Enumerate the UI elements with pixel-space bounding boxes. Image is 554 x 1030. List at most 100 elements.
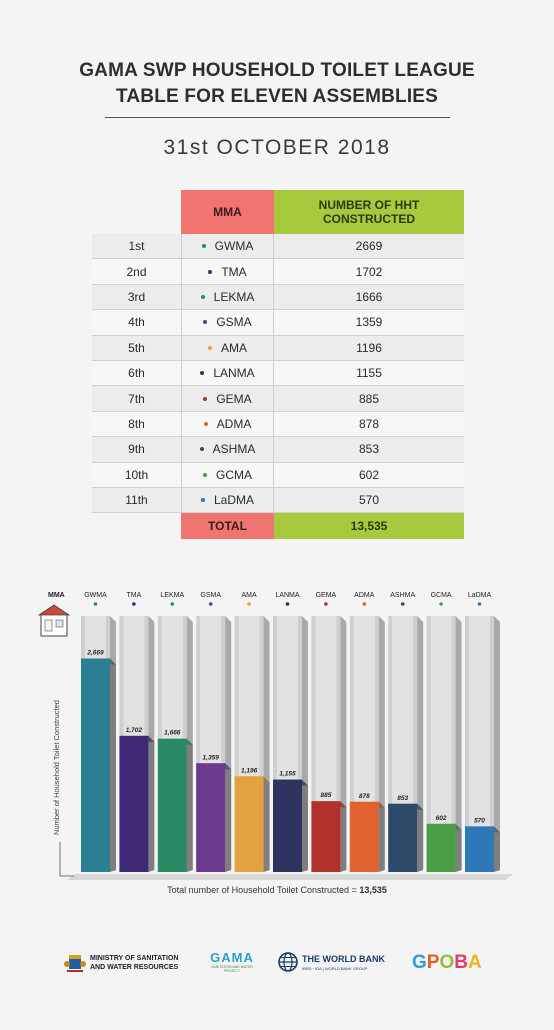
- bar-top: [273, 779, 308, 786]
- mma-color-dot: [203, 320, 208, 325]
- world-bank-logo: THE WORLD BANK IBRD · IDA | WORLD BANK G…: [302, 954, 385, 974]
- mma-cell: GCMA: [181, 462, 274, 487]
- bar-value-label: 1,702: [126, 727, 143, 734]
- bar-background-side: [494, 616, 500, 872]
- value-cell: 1702: [355, 264, 383, 279]
- bar-side: [417, 803, 424, 872]
- bar-side: [455, 823, 462, 872]
- bar: [273, 779, 302, 872]
- x-tick-label: TMA: [127, 592, 142, 599]
- mma-name: ASHMA: [212, 442, 256, 457]
- table-row: 6th LANMA 1155: [92, 360, 464, 387]
- mma-cell: GWMA: [181, 234, 274, 259]
- mma-cell: TMA: [181, 259, 274, 284]
- mma-cell: GEMA: [181, 386, 274, 411]
- mma-cell: LEKMA: [181, 284, 274, 310]
- table-row: 1st GWMA 2669: [92, 234, 464, 260]
- x-tick-label: GWMA: [84, 592, 107, 599]
- category-color-dot: [170, 602, 175, 606]
- caption-text: Total number of Household Toilet Constru…: [167, 885, 360, 895]
- x-tick-label: LANMA: [275, 592, 299, 599]
- table-row: 8th ADMA 878: [92, 411, 464, 438]
- mma-color-dot: [203, 472, 207, 477]
- title-divider: [105, 117, 450, 118]
- rank-cell: 5th: [128, 340, 145, 355]
- bar-background-side: [340, 616, 347, 872]
- mma-cell: LaDMA: [181, 487, 274, 513]
- category-color-dot: [324, 602, 328, 606]
- ministry-line-2: AND WATER RESOURCES: [90, 964, 179, 971]
- category-color-dot: [247, 602, 251, 606]
- bar-background-side: [378, 616, 385, 872]
- bar: [234, 776, 264, 872]
- category-color-dot: [400, 602, 405, 606]
- total-row: TOTAL 13,535: [181, 513, 464, 539]
- chart-caption: Total number of Household Toilet Constru…: [0, 885, 554, 895]
- x-axis-label: MMA: [48, 592, 65, 599]
- category-color-dot: [439, 602, 443, 606]
- mma-name: LaDMA: [213, 493, 254, 508]
- bar-top: [157, 738, 193, 745]
- gpoba-letter: A: [467, 952, 482, 973]
- rank-cell: 9th: [128, 442, 145, 457]
- mma-name: GCMA: [216, 467, 252, 482]
- bar-value-label: 1,666: [164, 730, 181, 737]
- mma-name: GEMA: [216, 391, 252, 406]
- rank-cell: 7th: [128, 391, 145, 406]
- bar-background-highlight: [430, 616, 452, 872]
- bar: [157, 738, 187, 872]
- category-color-dot: [285, 602, 290, 606]
- mma-name: TMA: [221, 264, 247, 279]
- rank-cell: 1st: [128, 239, 145, 254]
- y-axis-label: Number of Household Toilet Constructed: [52, 700, 61, 835]
- bar-value-label: 570: [474, 817, 485, 824]
- bar: [119, 735, 149, 872]
- bar-value-label: 1,196: [241, 767, 258, 774]
- bar-top: [119, 735, 155, 742]
- bar-side: [378, 801, 385, 872]
- bar-top: [465, 826, 500, 833]
- mma-color-dot: [207, 345, 212, 350]
- category-color-dot: [208, 602, 213, 606]
- bar: [349, 801, 379, 872]
- bar-background-highlight: [469, 616, 490, 872]
- total-label: TOTAL: [181, 513, 274, 539]
- table-row: 5th AMA 1196: [92, 335, 464, 361]
- x-tick-label: ADMA: [354, 592, 375, 599]
- rank-cell: 3rd: [127, 289, 146, 304]
- bar: [81, 658, 110, 872]
- ministry-logo-text: MINISTRY OF SANITATION AND WATER RESOURC…: [90, 954, 178, 972]
- bar-side: [186, 738, 193, 872]
- mma-name: GWMA: [214, 239, 254, 254]
- bar: [388, 803, 418, 872]
- mma-color-dot: [200, 371, 205, 376]
- footer-logos: MINISTRY OF SANITATION AND WATER RESOURC…: [0, 950, 554, 980]
- x-tick-label: ASHMA: [390, 592, 415, 599]
- world-bank-globe-icon: [278, 952, 298, 972]
- mma-name: ADMA: [216, 416, 252, 431]
- bar-top: [426, 823, 462, 830]
- bar-top: [234, 776, 270, 783]
- mma-color-dot: [208, 269, 213, 274]
- gama-logo-sub: SANITATION AND WATER PROJECT: [211, 965, 253, 973]
- gama-logo-word: GAMA: [210, 950, 254, 965]
- report-date: 31st OCTOBER 2018: [163, 136, 391, 159]
- mma-color-dot: [203, 396, 208, 401]
- value-cell: 1666: [355, 289, 383, 304]
- value-cell: 570: [358, 493, 380, 508]
- category-color-dot: [362, 602, 367, 606]
- toilet-house-icon: [37, 604, 71, 637]
- table-row: 10th GCMA 602: [92, 462, 464, 488]
- bar-top: [311, 801, 347, 808]
- gpoba-letter: G: [412, 952, 427, 973]
- bar-background-side: [225, 616, 232, 872]
- mma-color-dot: [203, 421, 208, 426]
- bar-background-side: [455, 616, 462, 872]
- bar: [196, 763, 226, 872]
- mma-cell: ASHMA: [181, 437, 274, 462]
- bar-background-side: [263, 616, 270, 872]
- table-row: 3rd LEKMA 1666: [92, 284, 464, 311]
- table-row: 2nd TMA 1702: [92, 259, 464, 285]
- bar-value-label: 878: [359, 793, 370, 800]
- gama-logo: GAMA SANITATION AND WATER PROJECT: [208, 950, 256, 973]
